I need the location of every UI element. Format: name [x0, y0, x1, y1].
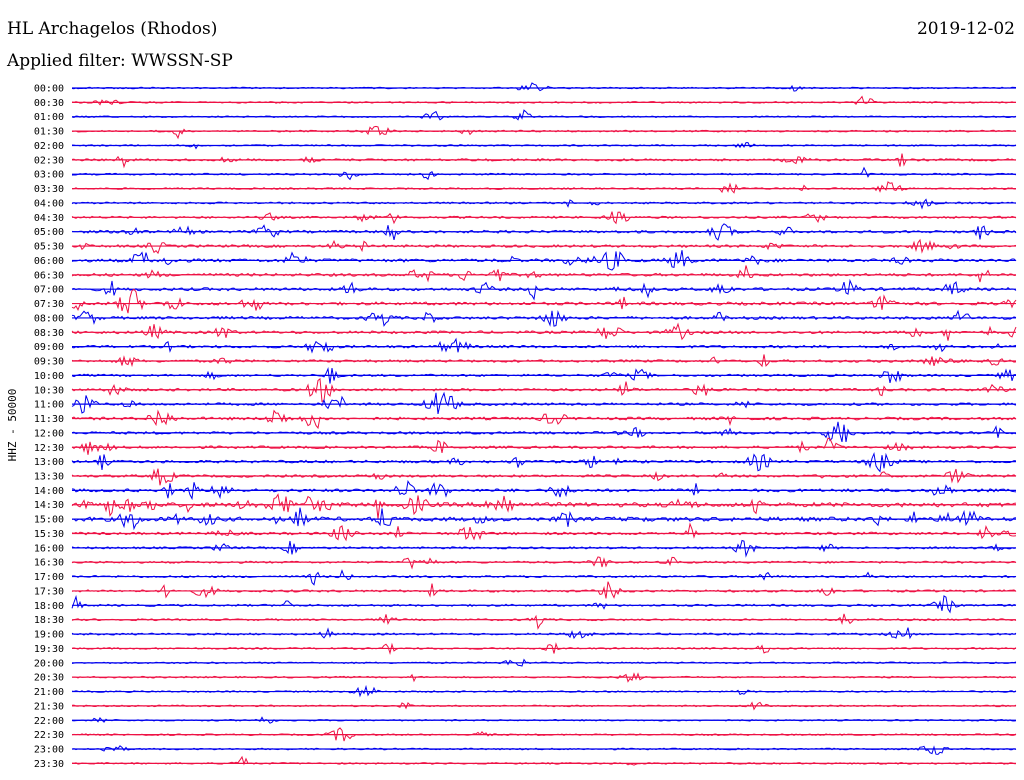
trace-time-label: 06:30: [34, 270, 64, 281]
trace-time-label: 11:30: [34, 414, 64, 425]
trace-time-label: 21:30: [34, 701, 64, 712]
seismogram-trace: [71, 437, 1017, 455]
trace-time-label: 08:00: [34, 313, 64, 324]
trace-time-label: 09:30: [34, 357, 64, 368]
trace-time-label: 15:30: [34, 529, 64, 540]
seismogram-trace: [71, 468, 1017, 486]
seismogram-trace: [71, 166, 1017, 181]
seismogram-trace: [71, 354, 1017, 368]
trace-time-label: 18:00: [34, 601, 64, 612]
trace-time-label: 14:00: [34, 486, 64, 497]
trace-time-label: 05:00: [34, 227, 64, 238]
filter-label: Applied filter: WWSSN-SP: [7, 51, 233, 71]
trace-time-label: 01:30: [34, 127, 64, 138]
trace-time-label: 22:30: [34, 730, 64, 741]
seismogram-trace: [71, 581, 1017, 599]
trace-time-label: 19:30: [34, 644, 64, 655]
trace-time-label: 02:00: [34, 141, 64, 152]
seismogram-trace: [71, 82, 1017, 92]
trace-time-label: 00:30: [34, 98, 64, 109]
trace-time-label: 19:00: [34, 630, 64, 641]
seismogram-trace: [71, 198, 1017, 210]
trace-time-label: 09:00: [34, 342, 64, 353]
seismogram-trace: [71, 278, 1017, 301]
trace-time-label: 07:00: [34, 285, 64, 296]
seismogram-trace: [71, 181, 1017, 194]
station-title: HL Archagelos (Rhodos): [7, 19, 218, 39]
trace-time-label: 15:00: [34, 515, 64, 526]
seismogram-trace: [71, 594, 1017, 614]
seismogram-trace: [71, 569, 1017, 586]
trace-time-label: 20:30: [34, 673, 64, 684]
seismogram-trace: [71, 288, 1017, 314]
seismogram-trace: [71, 451, 1017, 473]
y-axis-label: HHZ - 50000: [6, 389, 19, 462]
seismogram-trace: [71, 507, 1017, 531]
seismogram-trace: [71, 409, 1017, 430]
trace-time-label: 04:00: [34, 198, 64, 209]
trace-time-label: 23:00: [34, 745, 64, 756]
trace-time-label: 11:00: [34, 400, 64, 411]
seismogram-trace: [71, 109, 1017, 121]
seismogram-trace: [71, 391, 1017, 415]
trace-time-label: 02:30: [34, 155, 64, 166]
trace-time-label: 01:00: [34, 112, 64, 123]
trace-time-label: 00:00: [34, 84, 64, 95]
trace-time-label: 18:30: [34, 615, 64, 626]
trace-time-label: 21:00: [34, 687, 64, 698]
trace-time-label: 03:00: [34, 170, 64, 181]
trace-time-label: 13:00: [34, 457, 64, 468]
seismogram-trace: [71, 421, 1017, 443]
seismogram-trace: [71, 95, 1016, 106]
trace-time-label: 13:30: [34, 471, 64, 482]
trace-time-label: 07:30: [34, 299, 64, 310]
trace-time-label: 10:30: [34, 385, 64, 396]
trace-time-label: 05:30: [34, 242, 64, 253]
trace-time-label: 14:30: [34, 500, 64, 511]
trace-time-label: 17:00: [34, 572, 64, 583]
trace-date: 2019-12-02: [916, 19, 1015, 39]
seismogram-trace: [71, 493, 1017, 519]
seismogram-trace: [71, 265, 1017, 283]
trace-time-label: 23:30: [34, 759, 64, 770]
seismogram-trace: [71, 745, 1017, 755]
trace-time-label: 12:00: [34, 428, 64, 439]
trace-time-label: 10:00: [34, 371, 64, 382]
seismogram-trace: [71, 613, 1017, 630]
trace-time-label: 06:00: [34, 256, 64, 267]
trace-time-label: 22:00: [34, 716, 64, 727]
trace-group: [71, 82, 1017, 766]
seismogram-trace: [71, 337, 1017, 354]
trace-time-label: 16:00: [34, 543, 64, 554]
trace-time-label: 04:30: [34, 213, 64, 224]
tick-labels: 00:00 00:30 01:00 01:30 02:00 02:30 03:00 03:30…: [34, 84, 64, 770]
trace-time-label: 12:30: [34, 443, 64, 454]
seismogram-trace: [71, 522, 1017, 542]
seismogram-trace: [71, 627, 1017, 640]
seismogram-trace: [71, 125, 1017, 140]
trace-time-label: 20:00: [34, 658, 64, 669]
trace-time-label: 03:30: [34, 184, 64, 195]
trace-time-label: 08:30: [34, 328, 64, 339]
trace-time-label: 17:30: [34, 586, 64, 597]
trace-time-label: 16:30: [34, 558, 64, 569]
